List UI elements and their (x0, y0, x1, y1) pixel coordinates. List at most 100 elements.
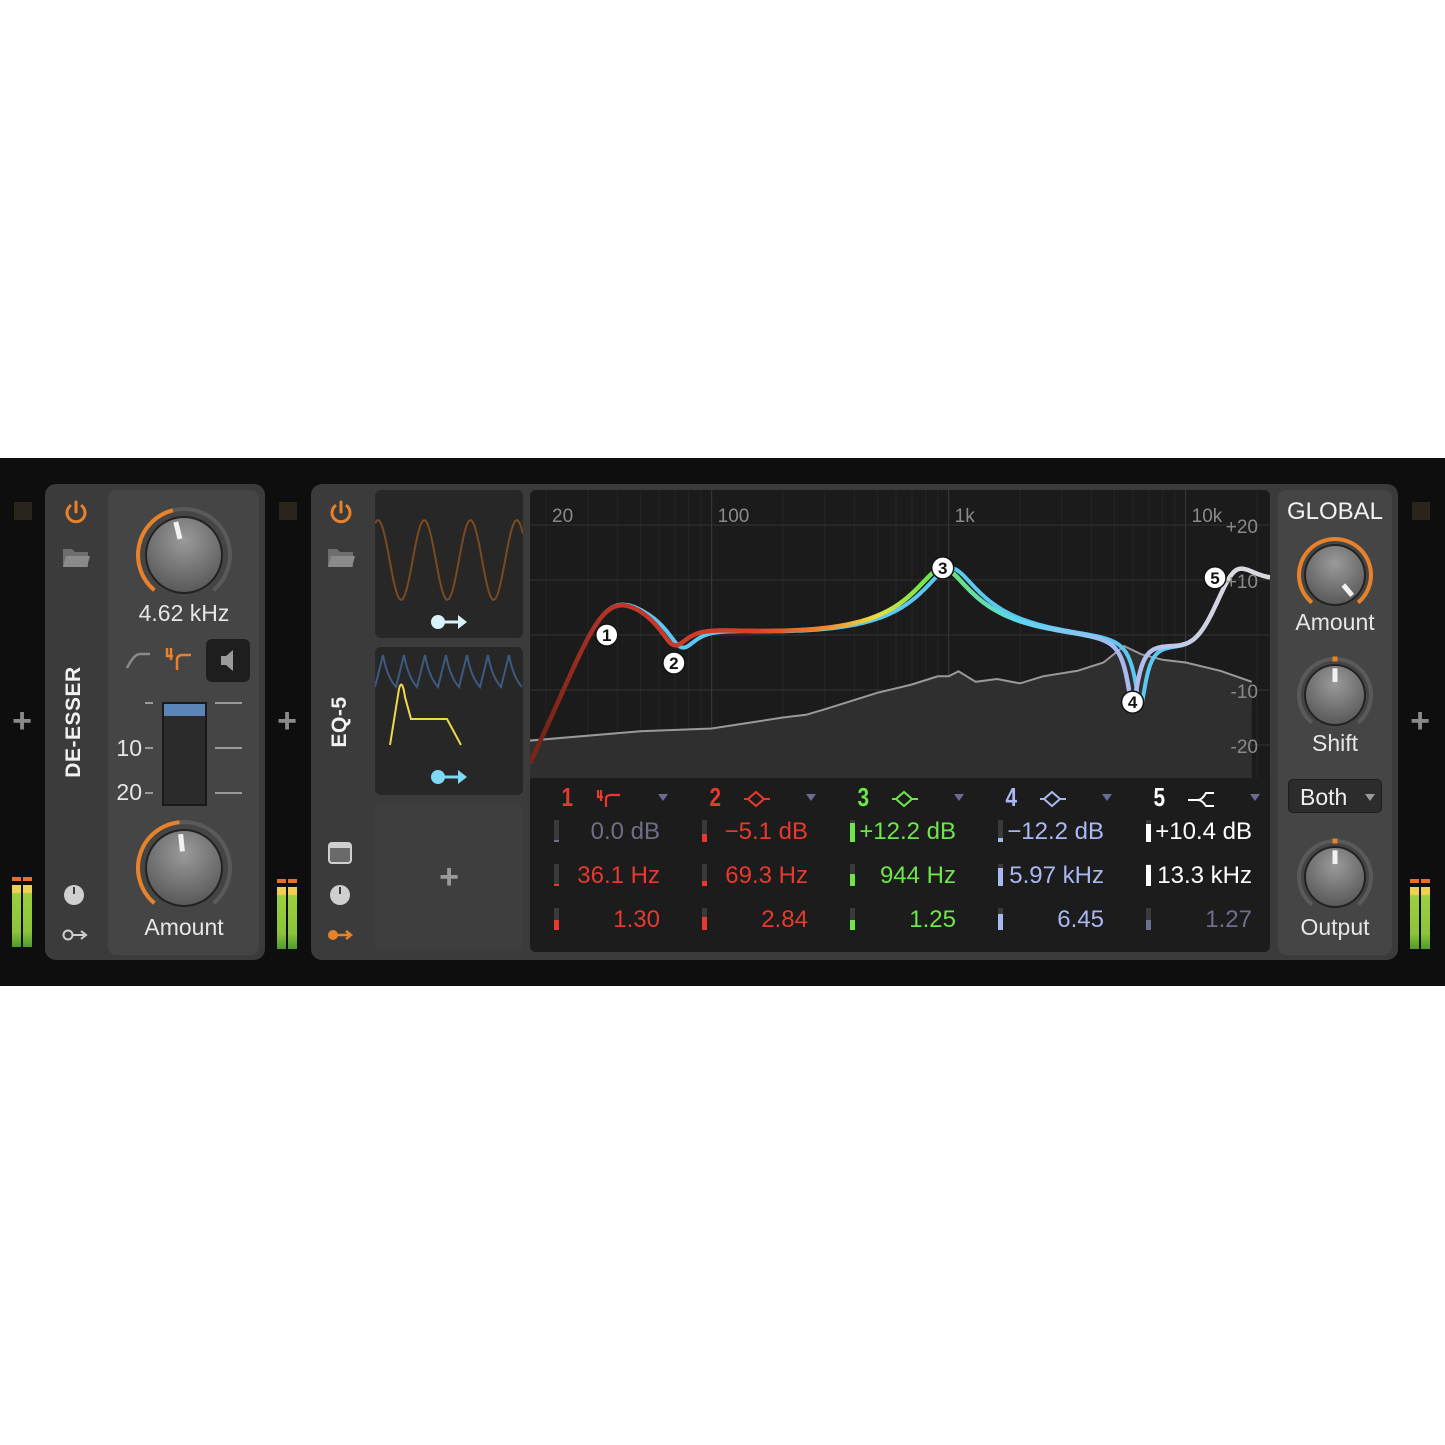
band-freq-value: 5.97 kHz (1009, 862, 1104, 889)
band-3-handle[interactable]: 3 (930, 556, 955, 580)
band-freq-field[interactable]: 69.3 Hz (702, 862, 822, 890)
device-title: DE-ESSER (62, 666, 85, 778)
band-freq-field[interactable]: 944 Hz (850, 862, 970, 890)
db-axis-label: +10 (1226, 572, 1258, 593)
gain-level-indicator (1146, 820, 1151, 842)
filter-type-dropdown-icon[interactable] (954, 794, 964, 801)
highpass-4pole-filter-icon (596, 790, 620, 807)
highpass-mode-button[interactable] (124, 648, 152, 672)
shift-knob[interactable] (1295, 655, 1375, 735)
frequency-knob[interactable] (134, 505, 234, 605)
modulator-knob-icon[interactable] (329, 884, 351, 906)
band-header[interactable]: 5 (1122, 782, 1262, 814)
freq-level-indicator (702, 864, 707, 886)
modulation-target-icon[interactable] (430, 767, 470, 787)
band-number: 5 (1153, 782, 1166, 812)
band-2-handle[interactable]: 2 (662, 651, 686, 675)
band-4-handle[interactable]: 4 (1120, 690, 1145, 714)
band-freq-value: 13.3 kHz (1157, 862, 1252, 889)
4pole-highpass-mode-button[interactable] (163, 646, 193, 672)
band-number: 3 (857, 782, 870, 812)
svg-text:4: 4 (1128, 693, 1138, 712)
freq-level-indicator (850, 864, 855, 886)
bell-filter-icon (744, 790, 770, 808)
q-level-indicator (1146, 908, 1151, 930)
modulator-knob-icon[interactable] (63, 884, 85, 906)
band-q-field[interactable]: 6.45 (998, 906, 1118, 934)
filter-type-dropdown-icon[interactable] (1102, 794, 1112, 801)
high-shelf-filter-icon (1188, 792, 1214, 807)
output-knob[interactable] (1295, 837, 1375, 917)
add-device-button[interactable]: + (277, 702, 297, 740)
knob-pointer (178, 833, 185, 852)
band-freq-field[interactable]: 36.1 Hz (554, 862, 674, 890)
bell-filter-icon (892, 790, 918, 808)
band-header[interactable]: 2 (678, 782, 818, 814)
modulator-envelope[interactable] (374, 647, 523, 795)
freq-axis-label: 10k (1192, 506, 1223, 527)
band-gain-field[interactable]: 0.0 dB (554, 818, 674, 846)
band-header[interactable]: 3 (826, 782, 966, 814)
preset-folder-icon[interactable] (327, 545, 355, 569)
filter-type-dropdown-icon[interactable] (1250, 794, 1260, 801)
band-freq-field[interactable]: 5.97 kHz (998, 862, 1118, 890)
scale-label-20: 20 (116, 779, 142, 805)
band-q-field[interactable]: 2.84 (702, 906, 822, 934)
power-icon[interactable] (328, 498, 354, 526)
sidechain-routing-icon[interactable] (62, 927, 88, 943)
band-q-field[interactable]: 1.25 (850, 906, 970, 934)
band-parameters: 1 0.0 dB 36.1 Hz 1.30 2 −5.1 dB 69.3 Hz … (530, 778, 1270, 952)
band-header[interactable]: 1 (530, 782, 670, 814)
gain-level-indicator (850, 820, 855, 842)
eq-graph[interactable]: 1 2 3 4 5 20 100 1k 10k +20 +10 -10 -20 (530, 490, 1270, 778)
band-1-handle[interactable]: 1 (595, 623, 619, 647)
shifted-eq-curve (530, 565, 1270, 764)
preset-folder-icon[interactable] (62, 545, 90, 569)
band-gain-field[interactable]: −12.2 dB (998, 818, 1118, 846)
band-gain-field[interactable]: +12.2 dB (850, 818, 970, 846)
scale-label-10: 10 (116, 735, 142, 761)
svg-text:1: 1 (602, 626, 611, 645)
gain-level-indicator (554, 820, 559, 842)
filter-type-dropdown-icon[interactable] (806, 794, 816, 801)
svg-text:3: 3 (938, 559, 947, 578)
modulation-target-icon[interactable] (430, 612, 470, 632)
band-gain-field[interactable]: −5.1 dB (702, 818, 822, 846)
add-device-button[interactable]: + (1410, 702, 1430, 740)
band-header[interactable]: 4 (974, 782, 1114, 814)
band-freq-value: 69.3 Hz (725, 862, 808, 889)
add-device-button[interactable]: + (12, 702, 32, 740)
expand-window-icon[interactable] (328, 841, 352, 865)
lfo-waveform (374, 518, 524, 602)
mode-value: Both (1300, 784, 1348, 810)
band-number: 1 (561, 782, 574, 812)
band-gain-value: −5.1 dB (724, 818, 808, 845)
eq-response-curve (530, 565, 1270, 764)
gain-reduction-fill (164, 704, 205, 716)
band-5-handle[interactable]: 5 (1203, 566, 1227, 590)
bell-filter-icon (1040, 790, 1066, 808)
mode-dropdown[interactable]: Both (1288, 779, 1382, 813)
modulator-lfo[interactable] (374, 490, 524, 638)
band-q-field[interactable]: 1.27 (1146, 906, 1266, 934)
amount-knob[interactable] (134, 818, 234, 918)
scale-tick (145, 702, 153, 704)
listen-button[interactable] (206, 639, 250, 682)
band-q-field[interactable]: 1.30 (554, 906, 674, 934)
chain-indicator (1412, 502, 1430, 520)
band-number: 4 (1005, 782, 1018, 812)
band-freq-value: 944 Hz (879, 862, 956, 889)
band-q-value: 1.25 (909, 906, 956, 933)
sidechain-routing-icon[interactable] (327, 927, 354, 943)
filter-type-dropdown-icon[interactable] (658, 794, 668, 801)
band-freq-field[interactable]: 13.3 kHz (1146, 862, 1266, 890)
global-amount-knob[interactable] (1295, 535, 1375, 615)
speaker-icon (221, 650, 233, 671)
power-icon[interactable] (63, 498, 89, 526)
level-meter (12, 877, 34, 949)
chain-indicator (14, 502, 32, 520)
band-number: 2 (709, 782, 722, 812)
add-modulator-button[interactable]: + (375, 803, 523, 951)
freq-level-indicator (1146, 864, 1151, 886)
band-gain-field[interactable]: +10.4 dB (1146, 818, 1266, 846)
